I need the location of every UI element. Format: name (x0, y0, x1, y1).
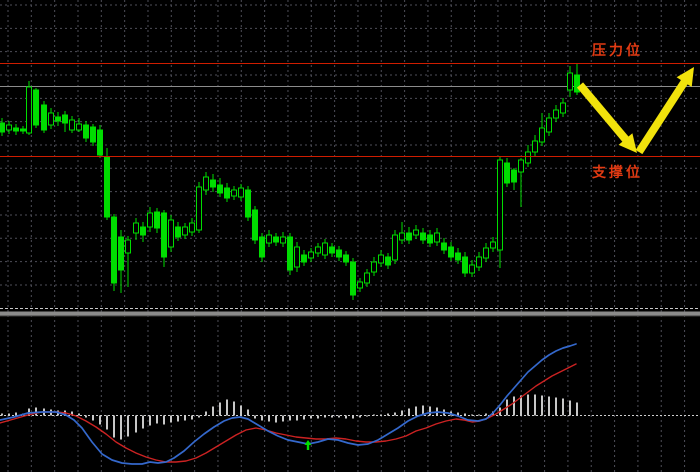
candlestick-series (0, 64, 580, 300)
macd-indicator-panel (0, 343, 700, 465)
up-arrow (635, 75, 691, 155)
panel-separator[interactable] (0, 308, 700, 317)
support-resistance-lines[interactable] (0, 63, 700, 157)
down-arrow (576, 82, 631, 144)
resistance-label[interactable]: 压力位 (592, 43, 643, 59)
drawn-arrow-objects[interactable] (576, 67, 694, 155)
support-label[interactable]: 支撑位 (592, 165, 643, 181)
